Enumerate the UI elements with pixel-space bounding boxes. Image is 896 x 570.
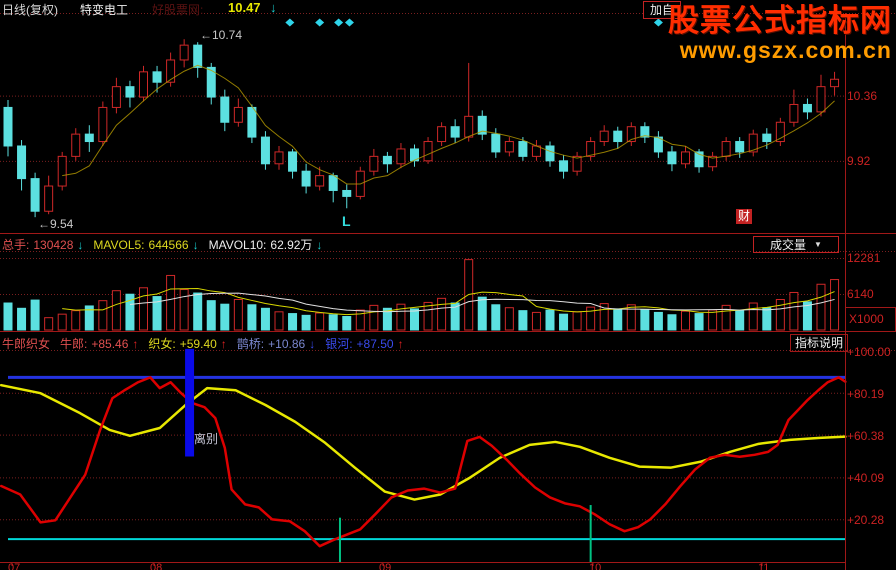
volume-indicator-dropdown[interactable]: 成交量 ▼ [753, 236, 839, 253]
niulang-label: 牛郎: [60, 337, 88, 351]
time-axis-label: 11 [758, 562, 770, 570]
last-price: 10.47 [228, 0, 261, 15]
diamond-signals [285, 18, 663, 27]
cai-badge: 财 [736, 209, 753, 224]
period-label[interactable]: 日线(复权) [2, 3, 58, 17]
indicator-help-button[interactable]: 指标说明 [790, 334, 848, 352]
price-axis-tick: 10.36 [847, 89, 878, 103]
up-arrow-icon: ↑ [132, 336, 139, 351]
yinhe-label: 银河: [325, 337, 353, 351]
volume-series [3, 259, 840, 331]
candlestick-series [3, 39, 840, 218]
stock-name[interactable]: 特变电工 [80, 3, 129, 17]
yinhe-value: +87.50 [356, 336, 394, 351]
up-arrow-icon: ↑ [397, 336, 404, 351]
price-axis-tick: 9.92 [847, 154, 871, 168]
dropdown-label: 成交量 [770, 238, 807, 252]
low-marker: L [342, 213, 351, 229]
total-hands-label: 总手: [2, 238, 30, 252]
indicator-name: 牛郎织女 [2, 337, 51, 351]
queqiao-value: +10.86 [268, 336, 306, 351]
volume-axis-unit: X1000 [849, 312, 884, 326]
watermark-text: 好股票网: [152, 3, 204, 17]
indicator-axis-tick: +80.19 [847, 387, 885, 401]
mavol5-label: MAVOL5: [93, 237, 145, 252]
indicator-axis-tick: +100.00 [847, 345, 891, 359]
volume-header: 总手: 130428 ↓ MAVOL5: 644566 ↓ MAVOL10: 6… [2, 236, 322, 253]
ad-banner[interactable]: 股票公式指标网 www.gszx.com.cn [668, 3, 892, 63]
gridlines [0, 13, 896, 521]
down-arrow-icon: ↓ [309, 336, 316, 351]
down-arrow-icon: ↓ [77, 237, 84, 252]
time-axis-label: 10 [589, 562, 602, 570]
ad-banner-title[interactable]: 股票公式指标网 [668, 3, 892, 38]
mavol5-value: 644566 [148, 237, 189, 252]
mavol10-value: 62.92万 [270, 238, 313, 252]
chevron-down-icon: ▼ [814, 240, 822, 249]
signal-label: 离别 [194, 432, 219, 446]
volume-axis-tick: 12281 [847, 251, 881, 265]
high-price-annotation: ←10.74 [200, 28, 243, 42]
indicator-signals [185, 348, 592, 562]
mavol10-label: MAVOL10: [208, 237, 267, 252]
indicator-axis-tick: +40.09 [847, 471, 885, 485]
zhinv-label: 织女: [148, 337, 176, 351]
total-hands-value: 130428 [33, 237, 74, 252]
indicator-axis-tick: +60.38 [847, 429, 885, 443]
indicator-axis-tick: +20.28 [847, 513, 885, 527]
down-arrow-icon: ↓ [192, 237, 199, 252]
indicator-header: 牛郎织女 牛郎: +85.46 ↑ 织女: +59.40 ↑ 鹊桥: +10.8… [2, 335, 404, 352]
low-price-annotation: ←9.54 [38, 217, 74, 231]
price-ma-line [62, 64, 835, 185]
time-axis-label: 09 [379, 562, 392, 570]
pane-borders [0, 13, 896, 570]
volume-ma-lines [62, 287, 835, 316]
price-down-arrow-icon: ↓ [270, 0, 277, 15]
time-axis-label: 07 [8, 562, 21, 570]
indicator-series [0, 375, 847, 548]
ad-banner-url[interactable]: www.gszx.com.cn [679, 36, 892, 63]
down-arrow-icon: ↓ [316, 237, 323, 252]
queqiao-label: 鹊桥: [236, 337, 265, 351]
niulang-value: +85.46 [91, 336, 129, 351]
up-arrow-icon: ↑ [220, 336, 227, 351]
volume-axis-tick: 6140 [847, 287, 874, 301]
add-to-watchlist-button[interactable]: 加自 [643, 1, 681, 19]
time-axis-label: 08 [150, 562, 163, 570]
zhinv-value: +59.40 [179, 336, 217, 351]
